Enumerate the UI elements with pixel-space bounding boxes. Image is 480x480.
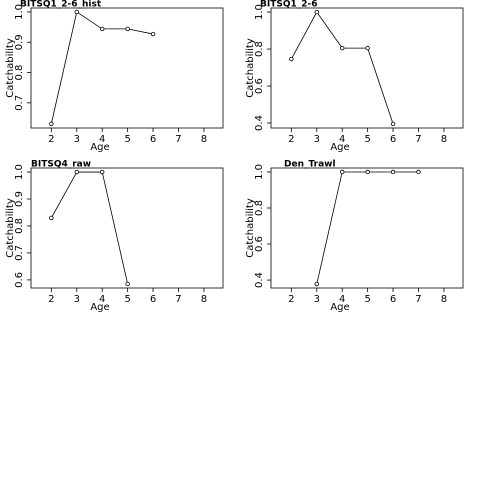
y-tick-label: 0.4 — [254, 115, 265, 131]
plot-frame — [30, 167, 224, 289]
y-tick-label: 1.0 — [254, 4, 265, 20]
y-tick-label: 0.6 — [254, 78, 265, 94]
y-tick-label: 0.8 — [14, 65, 25, 81]
data-point — [49, 121, 54, 126]
chart-title: BITSQ1_2-6 — [260, 0, 318, 10]
y-tick-label: 0.7 — [14, 95, 25, 111]
data-point — [289, 56, 294, 62]
series-line — [50, 171, 129, 285]
x-tick-label: 4 — [339, 294, 345, 305]
chart-title: Den_Trawl — [284, 160, 336, 170]
x-axis-label: Age — [90, 142, 109, 153]
x-tick-label: 8 — [201, 134, 207, 145]
x-tick-label: 3 — [314, 294, 320, 305]
y-tick-label: 1.0 — [14, 4, 25, 20]
data-point — [100, 169, 105, 175]
y-axis-label: Catchability — [245, 38, 256, 98]
plot-frame — [270, 167, 464, 289]
x-tick-label: 5 — [364, 294, 370, 305]
x-tick-label: 4 — [339, 134, 345, 145]
y-tick-label: 0.8 — [254, 200, 265, 216]
data-point — [125, 26, 130, 32]
x-tick-label: 3 — [74, 134, 80, 145]
y-tick-label: 0.6 — [14, 272, 25, 288]
x-tick-label: 8 — [201, 294, 207, 305]
x-tick-label: 8 — [441, 294, 447, 305]
x-tick-label: 6 — [390, 134, 396, 145]
x-axis-label: Age — [330, 142, 349, 153]
panel: BITSQ1_2-6 2 3 4 5 6 7 8 0.4 0.6 0.8 1.0 Age Catchabi… — [245, 0, 464, 153]
data-point — [125, 281, 130, 287]
y-tick-label: 0.8 — [14, 218, 25, 234]
y-axis-label: Catchability — [5, 198, 16, 258]
y-tick-label: 0.9 — [14, 191, 25, 207]
x-tick-label: 2 — [288, 294, 294, 305]
x-tick-label: 7 — [175, 294, 181, 305]
x-tick-label: 5 — [364, 134, 370, 145]
data-point — [74, 169, 79, 175]
x-axis-label: Age — [90, 302, 109, 313]
x-tick-label: 3 — [314, 134, 320, 145]
panel: BITSQ1_2-6_hist 2 3 4 5 6 7 8 0.7 0.8 0.9 1.0 Age Cat… — [5, 0, 224, 153]
data-point — [340, 45, 345, 51]
x-tick-label: 7 — [175, 134, 181, 145]
data-point — [49, 215, 54, 221]
plot-frame — [30, 7, 224, 129]
data-point — [390, 169, 396, 175]
data-point — [365, 169, 370, 175]
x-tick-label: 6 — [390, 294, 396, 305]
x-tick-label: 2 — [48, 294, 54, 305]
y-axis-label: Catchability — [5, 38, 16, 98]
plot-frame — [270, 7, 464, 129]
x-tick-label: 6 — [150, 134, 156, 145]
data-point — [150, 31, 156, 37]
data-point — [314, 9, 319, 15]
x-tick-label: 3 — [74, 294, 80, 305]
data-point — [100, 26, 105, 32]
x-tick-label: 2 — [48, 134, 54, 145]
data-point — [340, 169, 345, 175]
y-tick-label: 0.9 — [14, 34, 25, 50]
panel: Den_Trawl 2 3 4 5 6 7 8 0.4 0.6 0.8 1.0 Age Catchabil… — [245, 160, 464, 313]
y-tick-label: 0.6 — [254, 236, 265, 252]
x-tick-label: 7 — [415, 294, 421, 305]
x-tick-label: 4 — [99, 294, 105, 305]
x-tick-label: 5 — [124, 134, 130, 145]
chart-title: BITSQ4_raw — [31, 160, 91, 170]
y-tick-label: 0.8 — [254, 41, 265, 57]
data-point — [314, 281, 319, 287]
y-tick-label: 1.0 — [254, 164, 265, 180]
x-tick-label: 8 — [441, 134, 447, 145]
data-point — [74, 9, 79, 15]
x-axis-label: Age — [330, 302, 349, 313]
data-point — [365, 45, 370, 51]
y-tick-label: 1.0 — [14, 164, 25, 180]
x-tick-label: 2 — [288, 134, 294, 145]
panel: BITSQ4_raw 2 3 4 5 6 7 8 0.6 0.7 0.8 0.9 1.0 Age Catch… — [5, 160, 224, 313]
x-tick-label: 6 — [150, 294, 156, 305]
x-tick-label: 4 — [99, 134, 105, 145]
x-tick-label: 7 — [415, 134, 421, 145]
y-axis-label: Catchability — [245, 198, 256, 258]
y-tick-label: 0.4 — [254, 272, 265, 288]
data-point — [390, 121, 396, 127]
data-point — [416, 169, 421, 175]
x-tick-label: 5 — [124, 294, 130, 305]
chart-title: BITSQ1_2-6_hist — [20, 0, 102, 10]
y-tick-label: 0.7 — [14, 245, 25, 261]
